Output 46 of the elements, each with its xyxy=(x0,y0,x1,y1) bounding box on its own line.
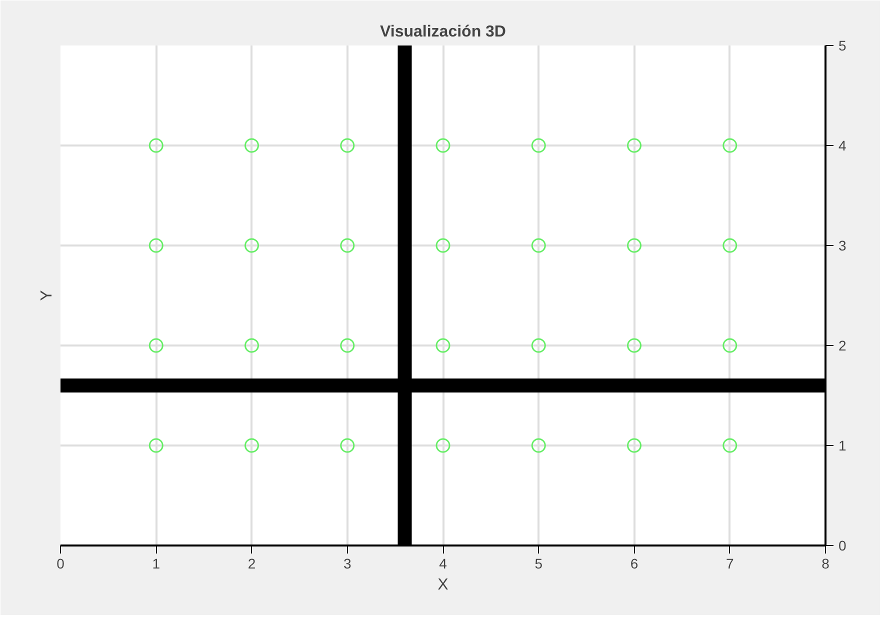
x-tick-label: 5 xyxy=(534,556,543,572)
x-tick-label: 7 xyxy=(726,556,734,572)
x-tick-label: 1 xyxy=(152,556,160,572)
x-tick-label: 8 xyxy=(822,556,830,572)
point xyxy=(244,338,259,353)
point xyxy=(340,438,355,453)
point xyxy=(627,438,642,453)
point xyxy=(148,238,164,253)
y-tick-label: 2 xyxy=(838,338,846,354)
point xyxy=(531,338,546,353)
point xyxy=(722,238,738,253)
point xyxy=(436,138,450,153)
y-tick-label: 5 xyxy=(838,38,846,54)
point xyxy=(148,338,164,353)
y-tick-label: 0 xyxy=(838,538,846,554)
point xyxy=(531,138,546,153)
point xyxy=(436,238,450,253)
y-tick-label: 3 xyxy=(838,238,846,254)
x-tick-label: 0 xyxy=(56,556,65,572)
x-axis-title: X xyxy=(438,576,449,594)
point xyxy=(340,238,355,253)
y-axis-title: Y xyxy=(38,290,56,301)
point xyxy=(436,438,450,453)
point xyxy=(627,238,642,253)
point xyxy=(244,238,259,253)
point xyxy=(436,338,450,353)
point xyxy=(722,138,738,153)
point xyxy=(148,138,164,153)
y-tick-label: 4 xyxy=(838,138,846,154)
point xyxy=(148,438,164,453)
y-tick-label: 1 xyxy=(838,438,846,454)
x-tick-label: 6 xyxy=(630,556,638,572)
point xyxy=(627,138,642,153)
point xyxy=(531,238,546,253)
point xyxy=(340,138,355,153)
point xyxy=(627,338,642,353)
x-tick-label: 4 xyxy=(439,556,448,572)
point xyxy=(244,138,259,153)
x-tick-label: 2 xyxy=(248,556,256,572)
chart-title: Visualización 3D xyxy=(380,24,506,40)
point xyxy=(340,338,355,353)
point xyxy=(722,338,738,353)
x-tick-label: 3 xyxy=(343,556,352,572)
point xyxy=(531,438,546,453)
point xyxy=(244,438,259,453)
point xyxy=(722,438,738,453)
